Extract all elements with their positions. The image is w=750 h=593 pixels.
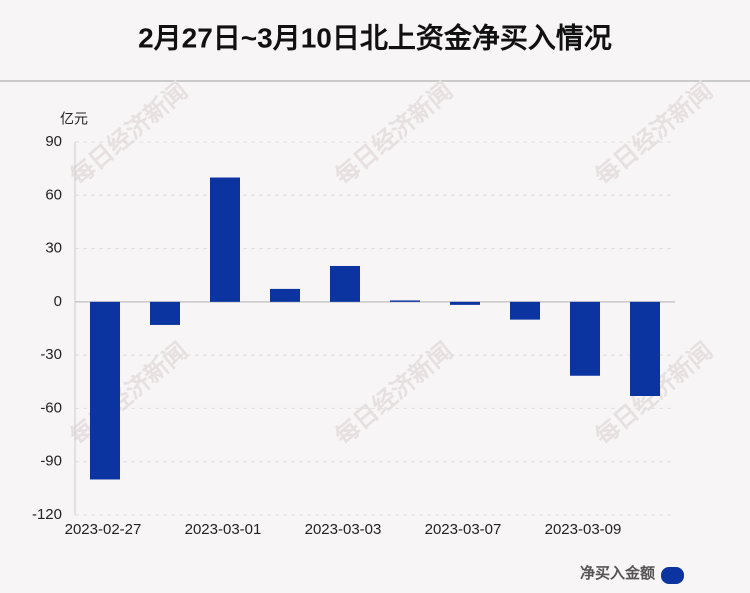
chart-title: 2月27日~3月10日北上资金净买入情况 bbox=[138, 21, 612, 53]
bar bbox=[570, 301, 600, 376]
bar bbox=[510, 301, 540, 320]
bar bbox=[630, 301, 660, 396]
x-tick-label: 2023-03-09 bbox=[545, 521, 622, 538]
x-tick-label: 2023-02-27 bbox=[65, 521, 142, 538]
bar bbox=[450, 301, 480, 305]
bar bbox=[390, 300, 420, 302]
y-tick-label: 30 bbox=[45, 240, 62, 257]
x-tick-label: 2023-03-03 bbox=[305, 521, 382, 538]
y-tick-label: -60 bbox=[40, 399, 62, 416]
bar bbox=[150, 301, 180, 325]
bar bbox=[90, 301, 120, 480]
bar bbox=[330, 265, 360, 302]
y-axis-unit: 亿元 bbox=[60, 111, 88, 127]
y-tick-label: 0 bbox=[54, 293, 62, 310]
bar bbox=[270, 288, 300, 302]
bar bbox=[210, 177, 240, 302]
x-tick-label: 2023-03-01 bbox=[185, 521, 262, 538]
y-tick-label: 60 bbox=[45, 186, 62, 203]
y-tick-label: -90 bbox=[40, 453, 62, 470]
y-tick-label: -30 bbox=[40, 346, 62, 363]
y-tick-label: 90 bbox=[45, 133, 62, 150]
y-tick-label: -120 bbox=[32, 506, 62, 523]
x-tick-label: 2023-03-07 bbox=[425, 521, 502, 538]
legend-label: 净买入金额 bbox=[580, 564, 655, 582]
legend-swatch bbox=[661, 567, 684, 584]
